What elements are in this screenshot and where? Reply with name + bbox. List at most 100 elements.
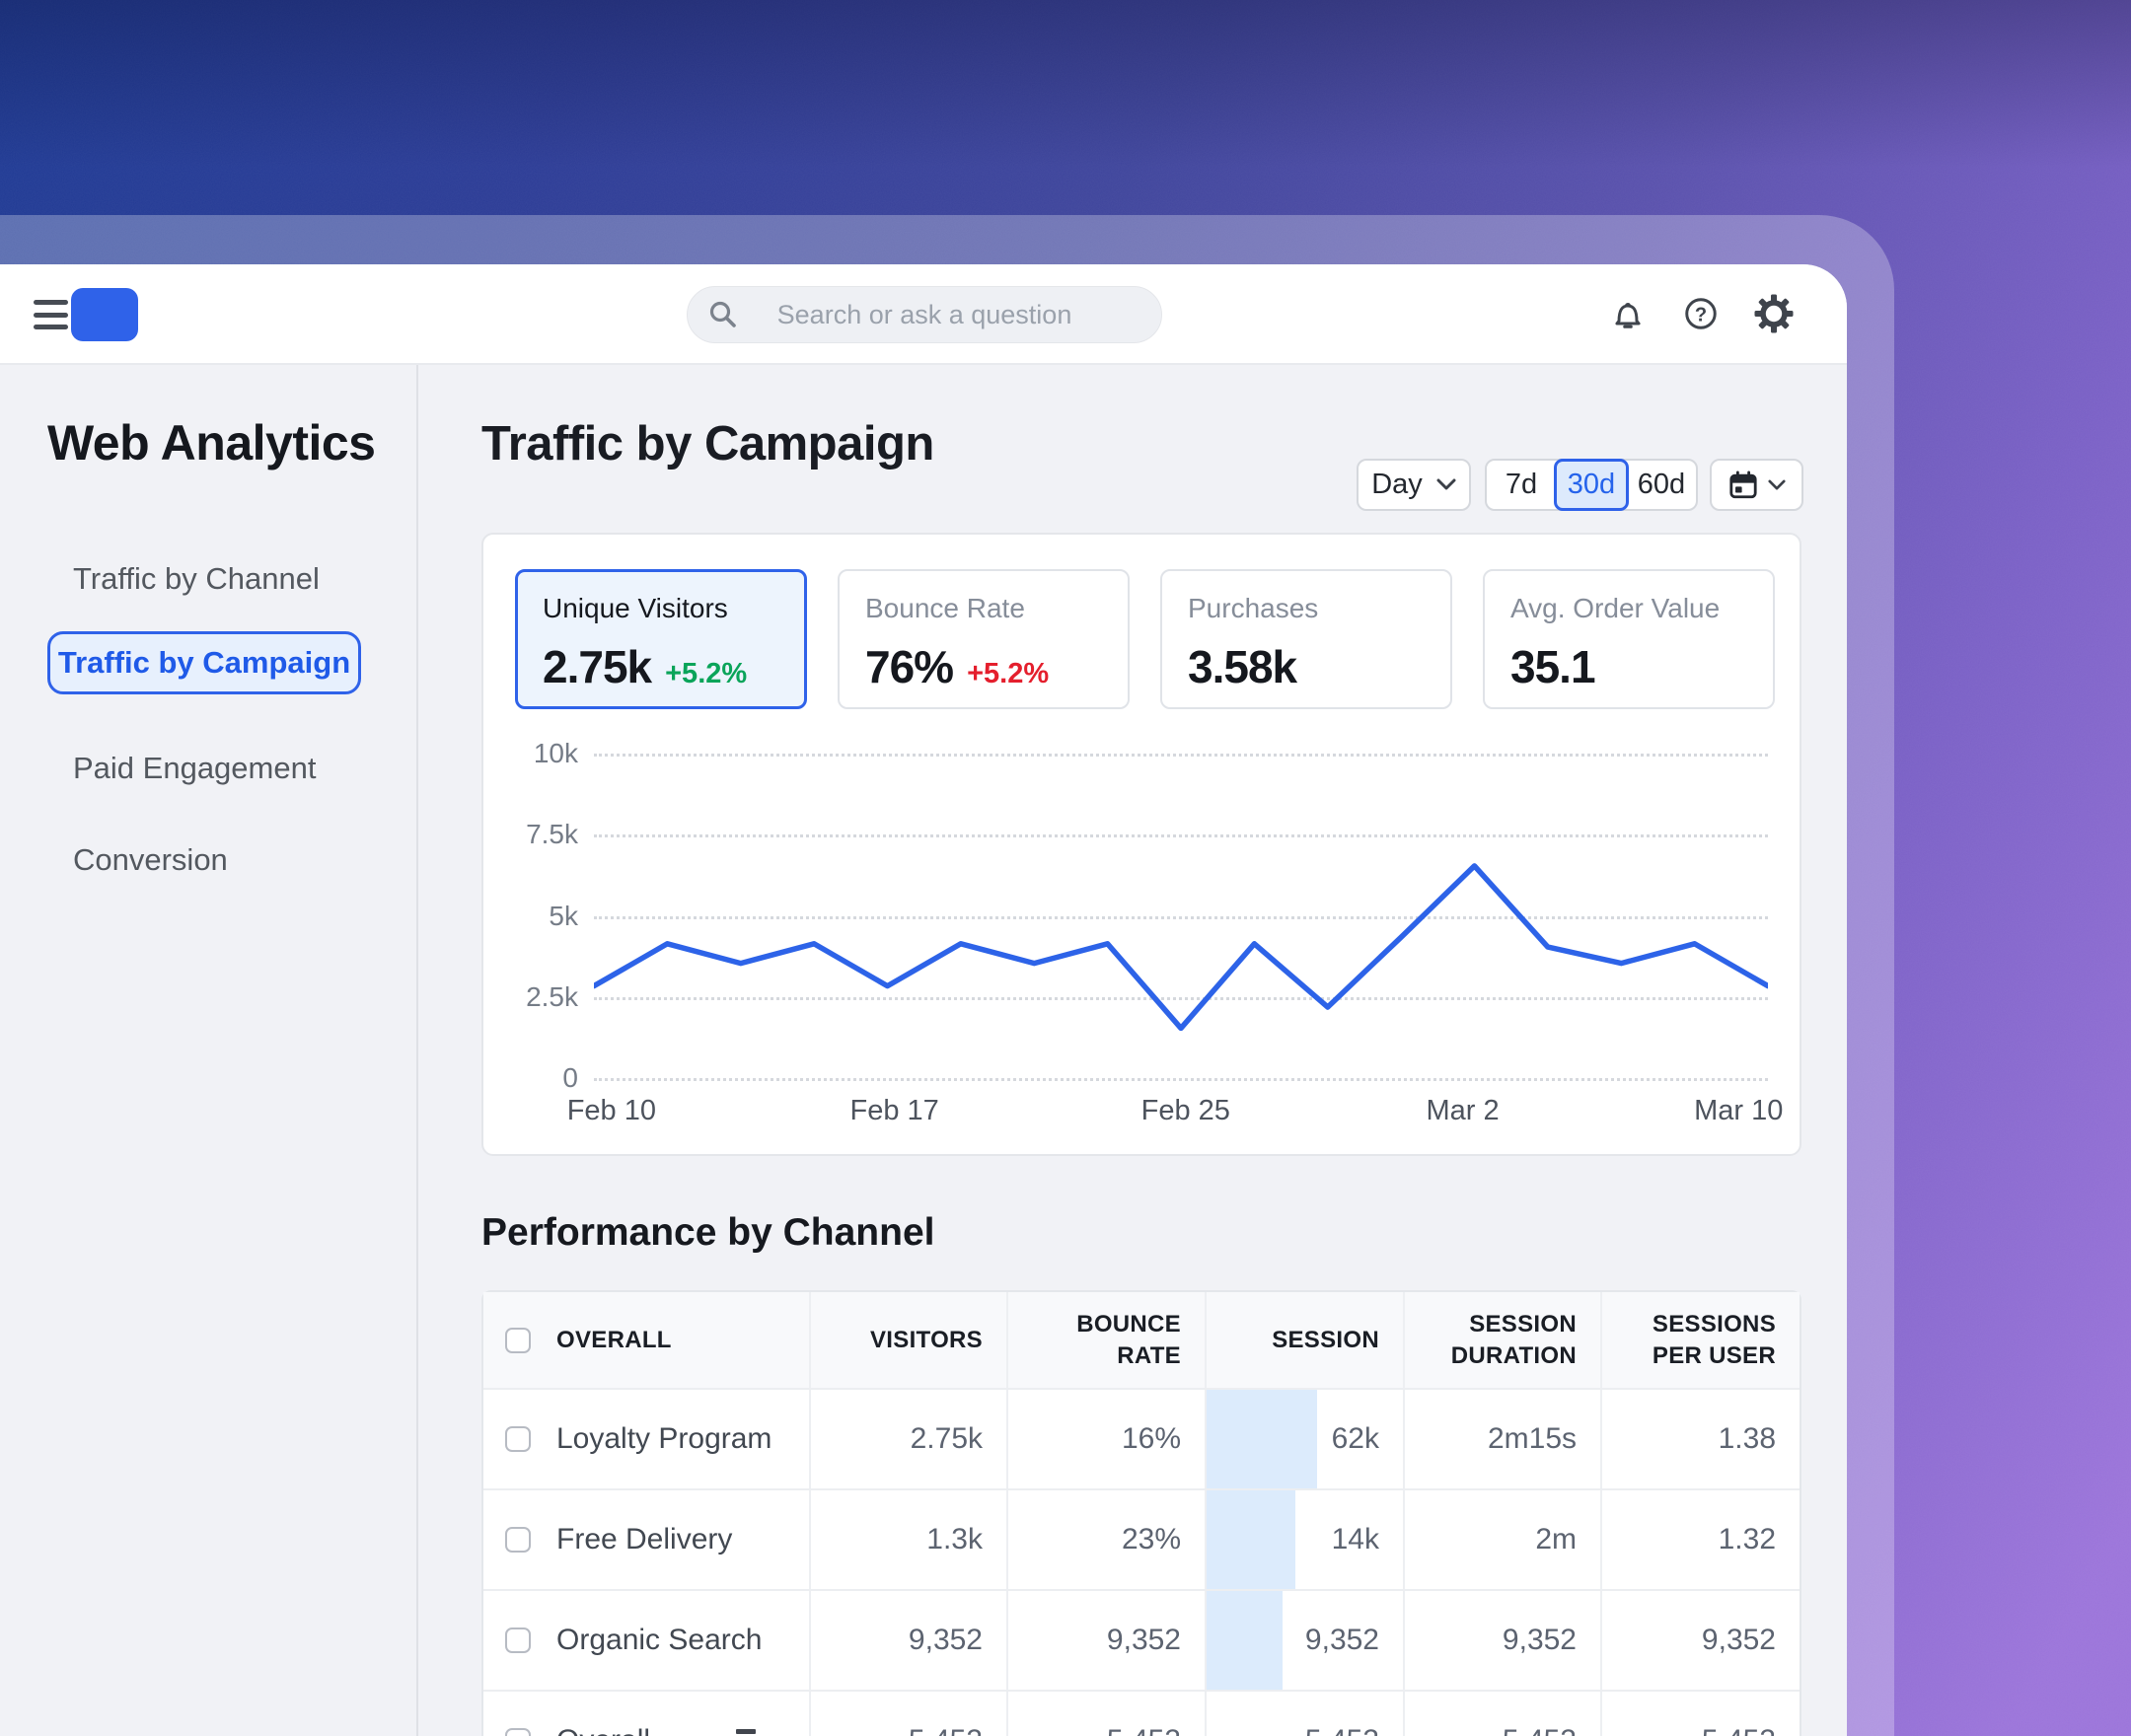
- row-checkbox[interactable]: [505, 1728, 531, 1736]
- granularity-dropdown[interactable]: Day: [1357, 459, 1471, 511]
- cell-value: 23%: [1121, 1523, 1181, 1555]
- series-line: [594, 863, 1768, 1032]
- table-row-free-delivery: Free Delivery 1.3k 23% 14k 2m 1.32: [483, 1488, 1800, 1589]
- cell-value: 5,452: [1107, 1724, 1181, 1736]
- column-header-label: SESSIONS PER USER: [1652, 1311, 1776, 1369]
- select-all-checkbox[interactable]: [505, 1327, 531, 1353]
- section-title: Performance by Channel: [481, 1211, 935, 1254]
- cell-channel-name: Overall: [483, 1692, 809, 1736]
- cell-session-duration: 9,352: [1403, 1591, 1600, 1690]
- metric-value: 2.75k: [543, 641, 652, 692]
- y-axis-tick-label: 10k: [533, 738, 578, 768]
- cell-bounce-rate: 23%: [1006, 1490, 1205, 1589]
- cell-bounce-rate: 9,352: [1006, 1591, 1205, 1690]
- sidebar-item-paid-engagement[interactable]: Paid Engagement: [73, 751, 317, 785]
- date-picker-button[interactable]: [1710, 459, 1803, 511]
- range-30d[interactable]: 30d: [1554, 459, 1629, 511]
- cell-value: 1.38: [1718, 1422, 1776, 1455]
- search-bar[interactable]: [687, 286, 1162, 343]
- metric-label: Purchases: [1188, 593, 1319, 623]
- y-axis-tick-label: 2.5k: [526, 980, 578, 1012]
- row-checkbox[interactable]: [505, 1426, 531, 1452]
- channel-name: Overall: [556, 1724, 650, 1736]
- metric-delta: +5.2%: [665, 658, 748, 689]
- help-icon[interactable]: ?: [1681, 294, 1721, 333]
- column-header-label: SESSION DURATION: [1450, 1311, 1577, 1369]
- performance-table: OVERALL VISITORS BOUNCE RATE SESSION SESSION…: [481, 1290, 1801, 1736]
- granularity-label: Day: [1371, 469, 1423, 500]
- metric-card-purchases[interactable]: Purchases 3.58k: [1160, 569, 1452, 709]
- calendar-icon: [1728, 470, 1757, 498]
- topbar-icons: ?: [1608, 294, 1794, 333]
- channel-name: Loyalty Program: [556, 1422, 772, 1455]
- metric-card-unique-visitors[interactable]: Unique Visitors 2.75k +5.2%: [515, 569, 807, 709]
- sidebar-divider: [416, 365, 418, 1736]
- range-7d[interactable]: 7d: [1505, 469, 1538, 500]
- settings-gear-icon[interactable]: [1754, 294, 1794, 333]
- cell-visitors: 9,352: [809, 1591, 1006, 1690]
- session-highlight-bar: [1207, 1591, 1283, 1690]
- cell-sessions-per-user: 1.32: [1600, 1490, 1800, 1589]
- metric-label: Bounce Rate: [865, 593, 1025, 623]
- cell-value: 14k: [1331, 1523, 1379, 1555]
- row-checkbox[interactable]: [505, 1628, 531, 1653]
- cell-value: 16%: [1121, 1422, 1181, 1455]
- cell-sessions-per-user: 5,452: [1600, 1692, 1800, 1736]
- gridline: [594, 915, 1768, 919]
- chart-plot: [594, 863, 1768, 1032]
- search-icon: [709, 301, 736, 327]
- metric-value: 76%: [865, 641, 954, 692]
- metric-delta: +5.2%: [967, 658, 1050, 689]
- metric-label: Avg. Order Value: [1510, 593, 1721, 623]
- cell-session: 62k: [1205, 1390, 1403, 1488]
- cell-visitors: 2.75k: [809, 1390, 1006, 1488]
- gridline: [594, 996, 1768, 1000]
- metric-value: 3.58k: [1188, 641, 1297, 692]
- cell-session-duration: 5,452: [1403, 1692, 1600, 1736]
- cell-value: 9,352: [1701, 1624, 1776, 1656]
- top-bar: ?: [0, 264, 1847, 365]
- cell-channel-name: Loyalty Program: [483, 1390, 809, 1488]
- x-axis-tick-label: Feb 25: [1140, 1095, 1230, 1126]
- column-header-label: VISITORS: [870, 1326, 983, 1353]
- metric-value: 35.1: [1510, 641, 1596, 692]
- sort-filter-icon[interactable]: [736, 1728, 766, 1736]
- search-input[interactable]: [739, 298, 1141, 331]
- cell-value: 9,352: [1304, 1624, 1379, 1656]
- table-row-organic-search: Organic Search 9,352 9,352 9,352 9,352 9,352: [483, 1589, 1800, 1690]
- svg-text:?: ?: [1695, 304, 1707, 326]
- hamburger-menu-icon[interactable]: [34, 300, 69, 329]
- column-header-label: SESSION: [1272, 1326, 1379, 1353]
- metric-card-avg-order-value[interactable]: Avg. Order Value 35.1: [1483, 569, 1775, 709]
- metric-label: Unique Visitors: [543, 593, 728, 623]
- sidebar-item-conversion[interactable]: Conversion: [73, 842, 228, 877]
- column-header-session: SESSION: [1205, 1292, 1403, 1388]
- app-logo[interactable]: [71, 288, 138, 341]
- cell-sessions-per-user: 1.38: [1600, 1390, 1800, 1488]
- column-header-visitors: VISITORS: [809, 1292, 1006, 1388]
- column-header-label: BOUNCE RATE: [1076, 1311, 1181, 1369]
- cell-visitors: 1.3k: [809, 1490, 1006, 1589]
- y-axis-tick-label: 0: [562, 1062, 578, 1093]
- cell-visitors: 5,452: [809, 1692, 1006, 1736]
- chevron-down-icon: [1436, 478, 1456, 490]
- metric-card-bounce-rate[interactable]: Bounce Rate 76% +5.2%: [838, 569, 1130, 709]
- column-header-bounce-rate: BOUNCE RATE: [1006, 1292, 1205, 1388]
- cell-session: 5,452: [1205, 1692, 1403, 1736]
- sidebar-item-traffic-by-channel[interactable]: Traffic by Channel: [73, 561, 320, 596]
- chevron-down-icon: [1767, 479, 1786, 489]
- sidebar-item-traffic-by-campaign[interactable]: Traffic by Campaign: [47, 631, 361, 694]
- table-body: Loyalty Program 2.75k 16% 62k 2m15s 1.38 Free …: [483, 1388, 1800, 1736]
- column-header-label: OVERALL: [556, 1326, 672, 1353]
- x-axis-tick-label: Feb 17: [849, 1095, 939, 1126]
- column-header-sessions-per-user: SESSIONS PER USER: [1600, 1292, 1800, 1388]
- gridline: [594, 1078, 1768, 1081]
- cell-value: 9,352: [1502, 1624, 1577, 1656]
- page-title: Traffic by Campaign: [481, 417, 934, 470]
- y-axis-tick-label: 7.5k: [526, 819, 578, 850]
- range-60d[interactable]: 60d: [1637, 469, 1686, 500]
- cell-value: 1.3k: [926, 1523, 983, 1555]
- session-highlight-bar: [1207, 1490, 1295, 1589]
- notifications-bell-icon[interactable]: [1608, 294, 1648, 333]
- row-checkbox[interactable]: [505, 1527, 531, 1553]
